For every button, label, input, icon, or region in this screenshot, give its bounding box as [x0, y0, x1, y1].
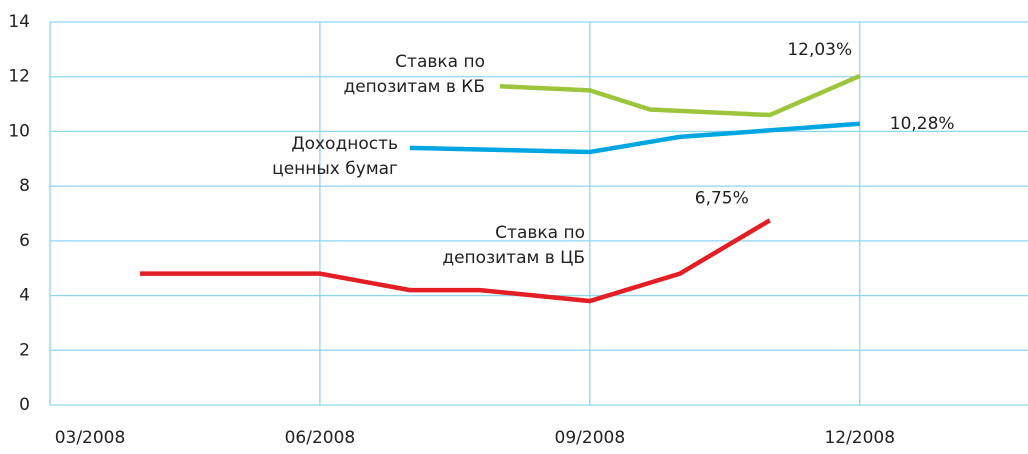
y-tick-label: 6	[19, 231, 30, 251]
line-series	[139, 218, 771, 304]
line-series	[409, 121, 860, 155]
x-tick-label: 06/2008	[285, 428, 356, 448]
series-label: Ставка по	[495, 223, 585, 243]
value-label: 10,28%	[890, 114, 955, 134]
y-tick-label: 0	[19, 395, 30, 415]
value-label: 12,03%	[787, 40, 852, 60]
y-tick-label: 4	[19, 286, 30, 306]
y-tick-label: 10	[8, 121, 30, 141]
y-tick-label: 8	[19, 176, 30, 196]
value-label: 6,75%	[695, 188, 749, 208]
series-label: Ставка по	[395, 52, 485, 72]
x-tick-label: 09/2008	[555, 428, 626, 448]
series-label: депозитам в ЦБ	[442, 248, 585, 268]
series-label: ценных бумаг	[272, 159, 398, 179]
line-series	[499, 73, 861, 118]
x-tick-label: 12/2008	[824, 428, 895, 448]
x-tick-label: 03/2008	[55, 428, 126, 448]
y-tick-label: 14	[8, 12, 30, 32]
series-label: депозитам в КБ	[343, 77, 485, 97]
y-tick-label: 2	[19, 340, 30, 360]
series-label: Доходность	[291, 134, 398, 154]
y-tick-label: 12	[8, 67, 30, 87]
